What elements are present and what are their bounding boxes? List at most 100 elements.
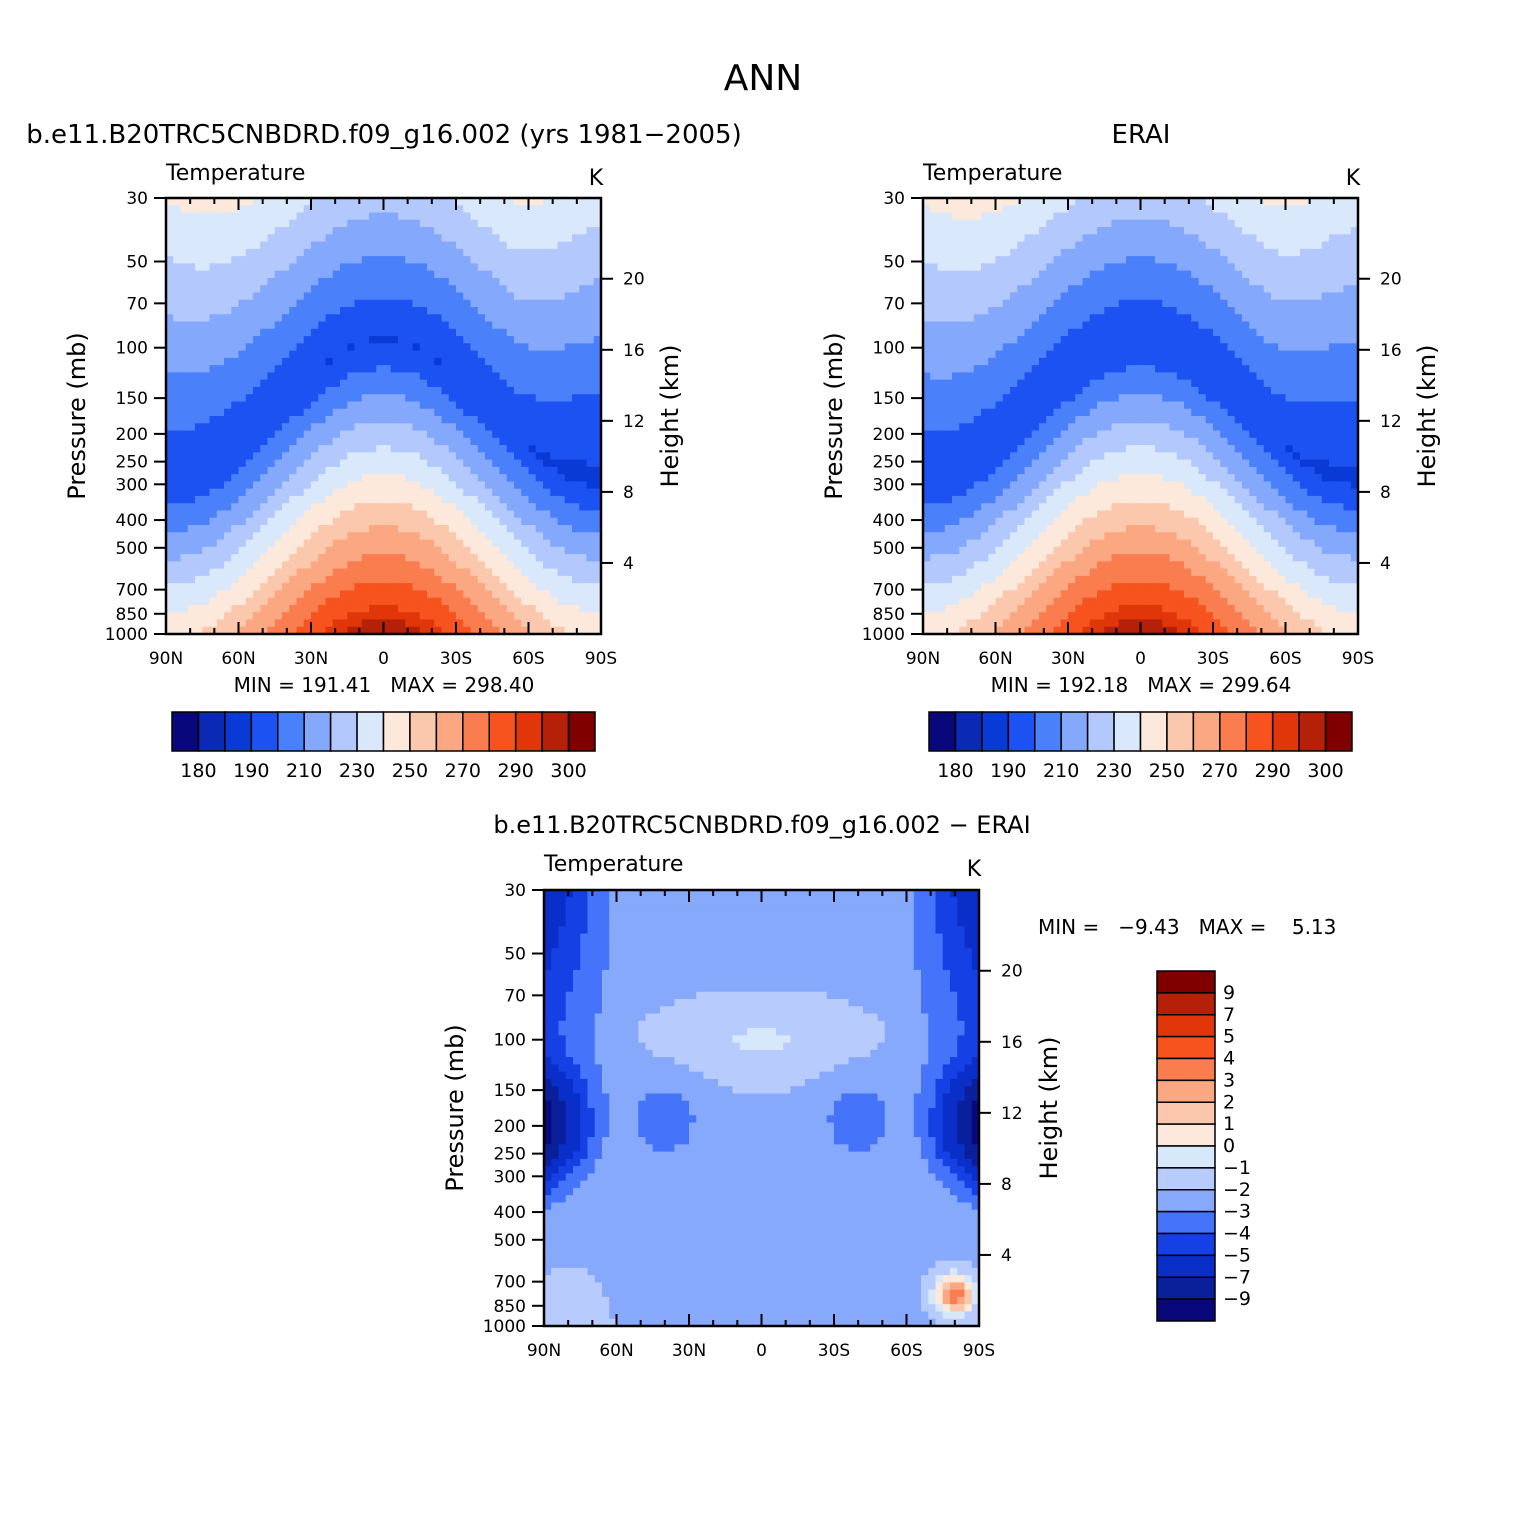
contour-cell <box>535 452 544 461</box>
contour-cell <box>930 285 939 294</box>
contour-cell <box>412 234 421 243</box>
x-tick-label: 60S <box>512 649 544 669</box>
contour-cell <box>238 626 247 634</box>
contour-cell <box>390 394 399 403</box>
contour-cell <box>369 626 377 634</box>
contour-cell <box>1039 285 1047 294</box>
contour-cell <box>1068 372 1076 381</box>
contour-cell <box>988 612 997 621</box>
contour-cell <box>354 539 363 548</box>
contour-cell <box>412 379 421 388</box>
contour-cell <box>303 336 312 344</box>
contour-cell <box>586 270 595 279</box>
contour-cell <box>318 227 327 235</box>
contour-cell <box>1053 285 1062 294</box>
contour-cell <box>274 401 283 410</box>
contour-cell <box>923 626 931 634</box>
contour-cell <box>173 626 182 634</box>
contour-cell <box>209 612 218 621</box>
contour-cell <box>521 459 530 468</box>
contour-cell <box>311 481 319 490</box>
contour-cell <box>586 227 595 235</box>
contour-cell <box>1039 517 1047 526</box>
contour-cell <box>216 234 225 243</box>
contour-cell <box>231 626 240 634</box>
contour-cell <box>340 198 348 206</box>
contour-cell <box>187 357 196 366</box>
contour-cell <box>245 561 254 570</box>
contour-cell <box>973 510 982 519</box>
contour-cell <box>988 263 997 272</box>
contour-cell <box>448 270 457 279</box>
contour-cell <box>195 248 203 257</box>
contour-cell <box>456 408 464 417</box>
contour-cell <box>572 612 580 621</box>
contour-cell <box>1017 612 1026 621</box>
contour-cell <box>550 394 559 403</box>
contour-cell <box>376 314 385 323</box>
contour-cell <box>930 626 939 634</box>
contour-cell <box>1039 481 1047 490</box>
contour-cell <box>1039 256 1047 264</box>
contour-cell <box>952 532 960 541</box>
contour-cell <box>296 212 305 221</box>
colorbar-swatch <box>171 711 200 752</box>
contour-cell <box>477 292 486 301</box>
contour-cell <box>535 277 544 286</box>
contour-cell <box>1031 532 1040 541</box>
contour-cell <box>944 365 953 373</box>
contour-cell <box>1002 459 1011 468</box>
contour-cell <box>1017 212 1026 221</box>
contour-cell <box>260 619 269 628</box>
contour-cell <box>376 357 385 366</box>
contour-cell <box>398 437 406 446</box>
contour-cell <box>202 503 211 512</box>
contour-cell <box>173 568 182 577</box>
contour-cell <box>448 474 457 482</box>
contour-cell <box>564 561 573 570</box>
contour-cell <box>361 336 370 344</box>
contour-cell <box>485 227 493 235</box>
contour-cell <box>434 554 443 562</box>
contour-cell <box>586 379 595 388</box>
contour-cell <box>419 452 428 461</box>
contour-cell <box>1039 590 1047 599</box>
contour-cell <box>944 205 953 214</box>
contour-cell <box>973 481 982 490</box>
contour-cell <box>1046 583 1055 591</box>
contour-cell <box>521 263 530 272</box>
contour-cell <box>253 379 261 388</box>
contour-cell <box>572 452 580 461</box>
contour-cell <box>959 227 968 235</box>
contour-cell <box>202 481 211 490</box>
contour-cell <box>1017 488 1026 497</box>
contour-cell <box>477 495 486 504</box>
contour-cell <box>311 416 319 424</box>
contour-cell <box>535 321 544 330</box>
contour-cell <box>311 561 319 570</box>
contour-cell <box>1060 343 1069 352</box>
contour-cell <box>1017 561 1026 570</box>
contour-cell <box>231 212 240 221</box>
contour-cell <box>448 408 457 417</box>
contour-cell <box>340 474 348 482</box>
contour-cell <box>456 401 464 410</box>
contour-cell <box>267 292 276 301</box>
contour-cell <box>216 430 225 439</box>
contour-cell <box>1060 597 1069 606</box>
contour-cell <box>361 379 370 388</box>
contour-cell <box>1046 394 1055 403</box>
contour-cell <box>369 554 377 562</box>
contour-cell <box>441 430 450 439</box>
contour-cell <box>988 321 997 330</box>
contour-cell <box>1031 459 1040 468</box>
contour-cell <box>245 219 254 228</box>
contour-cell <box>289 365 298 373</box>
contour-cell <box>1031 466 1040 475</box>
contour-cell <box>332 372 341 381</box>
contour-cell <box>325 234 334 243</box>
contour-cell <box>959 466 968 475</box>
contour-cell <box>944 241 953 250</box>
contour-cell <box>303 546 312 555</box>
contour-cell <box>1002 394 1011 403</box>
